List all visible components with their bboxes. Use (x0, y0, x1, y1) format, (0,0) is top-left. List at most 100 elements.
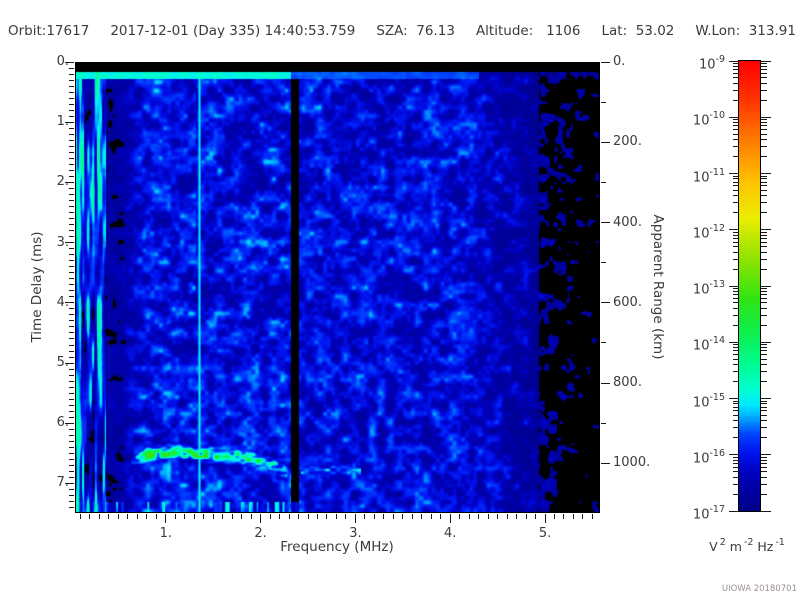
colorbar-minor-tick (761, 381, 767, 383)
colorbar-minor-tick (733, 181, 739, 183)
colorbar-minor-tick (733, 381, 739, 383)
y-axis-tick (69, 79, 74, 81)
colorbar-minor-tick (761, 133, 767, 135)
colorbar-minor-tick (733, 420, 739, 422)
x-axis-tick (288, 514, 290, 519)
colorbar-minor-tick (733, 314, 739, 316)
x-axis-tick (440, 514, 442, 519)
colorbar-minor-tick (761, 156, 767, 158)
colorbar-tick (761, 116, 771, 118)
colorbar-minor-tick (761, 212, 767, 214)
x-axis-tick (535, 514, 537, 519)
colorbar-minor-tick (761, 82, 767, 84)
colorbar-minor-tick (733, 63, 739, 65)
colorbar-minor-tick (761, 324, 767, 326)
range-axis-tick (601, 222, 610, 224)
colorbar-tick (761, 173, 771, 174)
plot-frame (75, 62, 600, 513)
y-axis-tick (69, 127, 74, 129)
y-axis-tick (69, 254, 74, 256)
colorbar-minor-tick (733, 288, 739, 290)
colorbar-minor-tick (761, 371, 767, 373)
colorbar-minor-tick (733, 466, 739, 468)
colorbar-minor-tick (761, 77, 767, 79)
colorbar-minor-tick (761, 185, 767, 187)
colorbar-minor-tick (733, 400, 739, 402)
x-axis-tick (260, 514, 262, 523)
y-axis-tick (65, 121, 74, 123)
colorbar-minor-tick (761, 122, 767, 124)
colorbar-minor-tick (761, 178, 767, 180)
y-axis-tick (69, 67, 74, 69)
y-axis-tick (69, 175, 74, 177)
colorbar-minor-tick (761, 65, 767, 67)
colorbar-tick (729, 341, 739, 343)
colorbar-minor-tick (761, 234, 767, 236)
colorbar-minor-tick (761, 410, 767, 412)
x-tick-label: 5. (538, 526, 552, 541)
range-axis-tick (601, 382, 610, 384)
colorbar-minor-tick (733, 471, 739, 473)
colorbar-minor-tick (733, 237, 739, 239)
y-axis-tick (69, 470, 74, 472)
colorbar-minor-tick (761, 119, 767, 121)
colorbar-minor-tick (761, 189, 767, 191)
colorbar-minor-tick (733, 69, 739, 71)
colorbar-minor-tick (733, 307, 739, 309)
range-axis-tick (601, 342, 606, 344)
colorbar-tick (729, 60, 739, 62)
colorbar-minor-tick (761, 258, 767, 260)
colorbar-minor-tick (733, 156, 739, 158)
y-axis-tick (69, 85, 74, 87)
colorbar-minor-tick (733, 437, 739, 439)
colorbar-minor-tick (733, 302, 739, 304)
x-axis-tick (345, 514, 347, 519)
colorbar-tick (729, 398, 739, 399)
colorbar-minor-tick (761, 72, 767, 74)
colorbar-minor-tick (733, 410, 739, 412)
y-axis-tick (69, 507, 74, 509)
colorbar-minor-tick (761, 364, 767, 366)
x-axis-tick (250, 514, 252, 519)
colorbar-minor-tick (761, 175, 767, 177)
colorbar-minor-tick (761, 202, 767, 204)
y-axis-tick (69, 404, 74, 406)
x-axis-tick (222, 514, 224, 519)
colorbar-minor-tick (761, 89, 767, 91)
y-axis-tick (69, 428, 74, 430)
range-axis-tick (601, 262, 606, 264)
x-axis-tick (279, 514, 281, 519)
y-axis-tick (69, 314, 74, 316)
y-axis-tick (69, 380, 74, 382)
colorbar-tick-label: 10-11 (692, 166, 725, 185)
y-axis-tick (69, 350, 74, 352)
x-axis-tick (449, 514, 451, 523)
colorbar-minor-tick (733, 354, 739, 356)
y-axis-tick (69, 284, 74, 286)
colorbar-minor-tick (733, 202, 739, 204)
colorbar-minor-tick (761, 129, 767, 131)
y-axis-tick (69, 320, 74, 322)
y-axis-tick (69, 151, 74, 153)
x-axis-tick (326, 514, 328, 519)
colorbar-minor-tick (761, 99, 767, 101)
y-axis-tick (69, 446, 74, 448)
y-axis-tick (69, 266, 74, 268)
x-axis-tick (572, 514, 574, 519)
colorbar-tick (729, 454, 739, 456)
colorbar-minor-tick (761, 297, 767, 299)
colorbar-tick (761, 341, 771, 343)
colorbar-frame (738, 60, 761, 512)
range-axis-tick (601, 101, 606, 103)
colorbar-minor-tick (761, 493, 767, 495)
colorbar-minor-tick (733, 82, 739, 84)
y-axis-tick (69, 248, 74, 250)
colorbar-minor-tick (761, 437, 767, 439)
y-axis-tick (69, 386, 74, 388)
range-tick-label: 0. (613, 54, 626, 69)
x-axis-tick (544, 514, 546, 523)
y-axis-tick (69, 434, 74, 436)
colorbar-minor-tick (761, 459, 767, 461)
colorbar-minor-tick (733, 350, 739, 352)
